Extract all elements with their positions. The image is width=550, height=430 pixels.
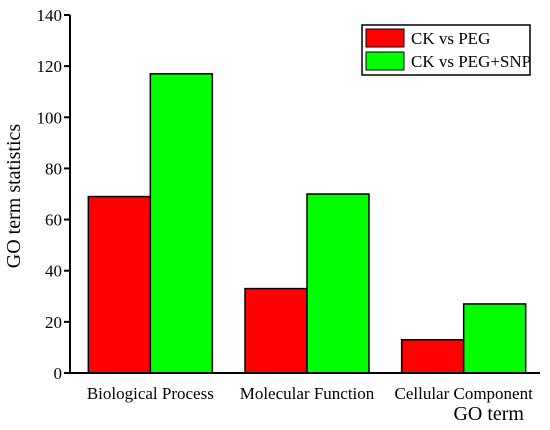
x-tick-label-molecular-function: Molecular Function [240,384,375,403]
legend-label-ck-vs-peg-snp: CK vs PEG+SNP [411,52,531,71]
bar-ck-vs-peg-molecular-function [244,287,308,374]
bar-ck-vs-peg-cellular-component [400,339,465,374]
y-tick-label: 140 [37,6,63,25]
bar-ck-vs-peg-snp-biological-process [149,73,214,374]
bar-ck-vs-peg-snp-molecular-function [306,193,370,374]
y-tick-label: 40 [45,262,62,281]
y-axis-label: GO term statistics [3,124,25,269]
legend: CK vs PEG CK vs PEG+SNP [361,24,531,76]
y-tick-label: 120 [37,57,63,76]
x-axis-tick-labels: Biological Process Molecular Function Cell… [87,384,533,403]
bar-ck-vs-peg-snp-cellular-component [462,303,527,374]
bar-ck-vs-peg-biological-process [87,195,152,374]
y-tick-label: 100 [37,108,63,127]
x-axis-label: GO term [453,403,524,425]
x-tick-label-biological-process: Biological Process [87,384,214,403]
y-axis-ticks: 0 20 40 60 80 100 120 140 [37,6,70,383]
y-tick-label: 20 [45,313,62,332]
bars-group [87,73,527,374]
y-tick-label: 60 [45,211,62,230]
y-tick-label: 0 [54,364,63,383]
y-tick-label: 80 [45,159,62,178]
x-tick-label-cellular-component: Cellular Component [394,384,533,403]
legend-swatch-ck-vs-peg-snp [365,51,405,71]
legend-swatch-ck-vs-peg [365,28,405,48]
legend-label-ck-vs-peg: CK vs PEG [411,29,490,48]
